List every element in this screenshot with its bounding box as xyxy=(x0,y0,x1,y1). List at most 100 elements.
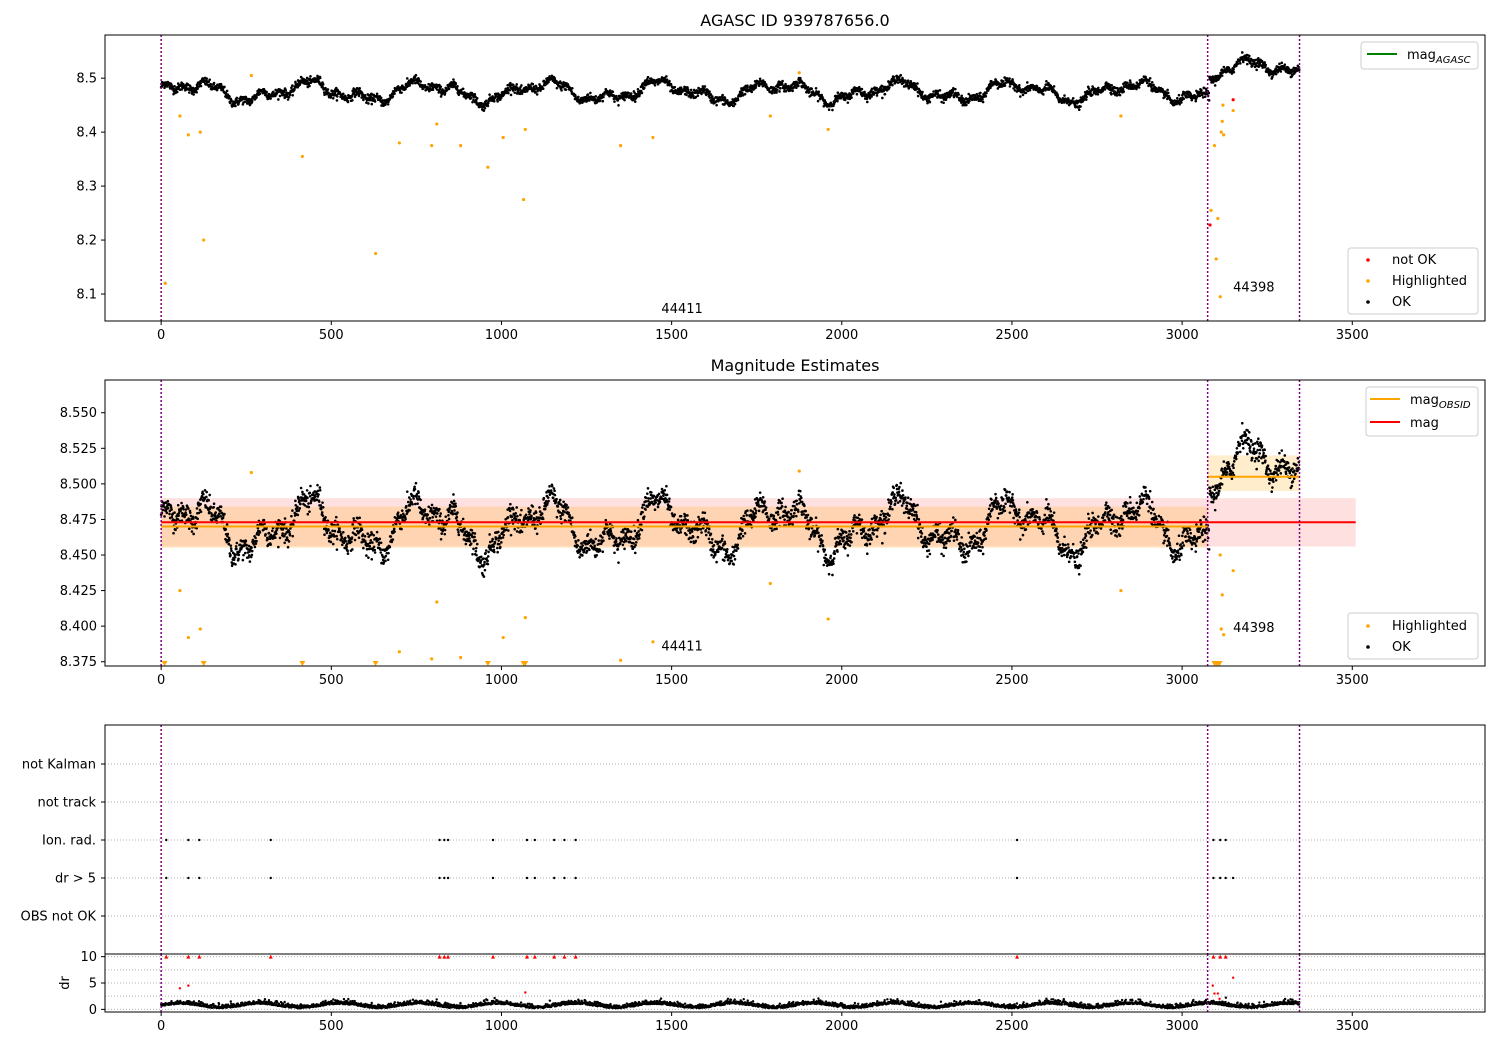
ok-point xyxy=(496,100,499,103)
ok-point xyxy=(207,80,210,84)
ok-point xyxy=(500,96,503,99)
ok-point xyxy=(278,94,282,98)
ok-point xyxy=(547,499,550,503)
ok-point xyxy=(506,86,510,90)
ok-point xyxy=(535,532,539,536)
ok-point xyxy=(616,548,620,551)
ok-point xyxy=(201,490,204,494)
ok-point xyxy=(601,550,605,554)
ok-point xyxy=(508,506,511,510)
ok-point xyxy=(1042,93,1045,96)
ok-point xyxy=(254,542,258,545)
ok-point xyxy=(205,77,208,80)
ok-point xyxy=(166,506,170,510)
ok-point xyxy=(570,90,573,93)
ok-point xyxy=(258,531,262,534)
ok-point xyxy=(850,96,853,99)
ok-point xyxy=(368,544,372,548)
ok-point xyxy=(243,100,247,103)
ok-point xyxy=(955,95,959,98)
ok-point xyxy=(563,510,566,514)
ok-point xyxy=(329,96,333,99)
ok-point xyxy=(452,499,456,503)
ok-point xyxy=(515,530,519,533)
ok-point xyxy=(316,74,319,78)
ok-point xyxy=(816,99,820,103)
ok-point xyxy=(436,512,439,515)
ok-point xyxy=(1071,97,1075,100)
ok-point xyxy=(920,92,924,96)
ok-point xyxy=(863,90,866,94)
ok-point xyxy=(218,512,221,515)
ok-point xyxy=(309,74,312,78)
ok-point xyxy=(1148,76,1152,80)
ok-point xyxy=(457,533,461,537)
ok-point xyxy=(369,539,373,542)
ok-point xyxy=(387,100,390,104)
ok-point xyxy=(548,75,551,78)
ok-point xyxy=(555,79,558,83)
ok-point xyxy=(305,489,309,492)
ok-point xyxy=(891,83,894,87)
highlighted-point xyxy=(1231,108,1235,113)
ok-point xyxy=(1232,68,1235,71)
ok-point xyxy=(633,529,637,533)
y-tick-label: 8.5 xyxy=(76,72,97,87)
ok-point xyxy=(388,545,392,548)
ok-point xyxy=(287,95,291,99)
ok-point xyxy=(413,485,416,489)
ok-point xyxy=(441,88,444,91)
ok-point xyxy=(595,553,599,557)
ok-point xyxy=(265,90,268,94)
ok-point xyxy=(602,530,606,533)
ok-point xyxy=(646,492,649,495)
ok-point xyxy=(551,496,555,500)
ok-point xyxy=(335,95,339,98)
ok-point xyxy=(833,100,837,104)
ok-point xyxy=(640,528,644,532)
ok-point xyxy=(615,537,618,540)
legend-marker-ok xyxy=(1366,300,1370,304)
ok-point xyxy=(598,549,602,552)
ok-point xyxy=(555,515,559,519)
ok-point xyxy=(316,483,319,487)
highlighted-point xyxy=(186,133,190,137)
ok-point xyxy=(208,78,212,81)
ok-point xyxy=(1026,81,1029,84)
ok-point xyxy=(170,515,174,519)
ok-point xyxy=(253,545,257,549)
ok-point xyxy=(373,100,377,103)
y-tick-label: 8.2 xyxy=(76,234,97,249)
highlighted-point xyxy=(1216,216,1220,221)
panel-magnitude-estimates: Magnitude Estimates 8.3758.4008.4258.450… xyxy=(60,356,1486,688)
ok-point xyxy=(1238,62,1242,65)
ok-point xyxy=(721,93,724,97)
ok-point xyxy=(419,80,422,83)
ok-point xyxy=(746,84,749,87)
ok-point xyxy=(191,87,195,90)
ok-point xyxy=(272,90,275,94)
ok-point xyxy=(370,558,374,561)
ok-point xyxy=(331,96,335,100)
ok-point xyxy=(258,92,262,96)
ok-point xyxy=(440,532,444,535)
ok-point xyxy=(371,96,374,100)
ok-point xyxy=(187,527,191,531)
ok-point xyxy=(405,490,409,493)
ok-point xyxy=(482,563,486,566)
ok-point xyxy=(566,506,570,509)
ok-point xyxy=(1263,61,1267,64)
ok-point xyxy=(1126,81,1129,85)
ok-point xyxy=(454,502,457,505)
x-tick-label: 1500 xyxy=(655,328,688,343)
ok-point xyxy=(423,508,427,511)
highlighted-point xyxy=(521,197,526,202)
ok-point xyxy=(957,93,960,96)
ok-point xyxy=(629,530,633,533)
ok-point xyxy=(520,84,523,87)
ok-point xyxy=(166,499,170,503)
ok-point xyxy=(475,542,479,546)
not-ok-point xyxy=(1208,223,1212,227)
ok-point xyxy=(665,75,668,78)
